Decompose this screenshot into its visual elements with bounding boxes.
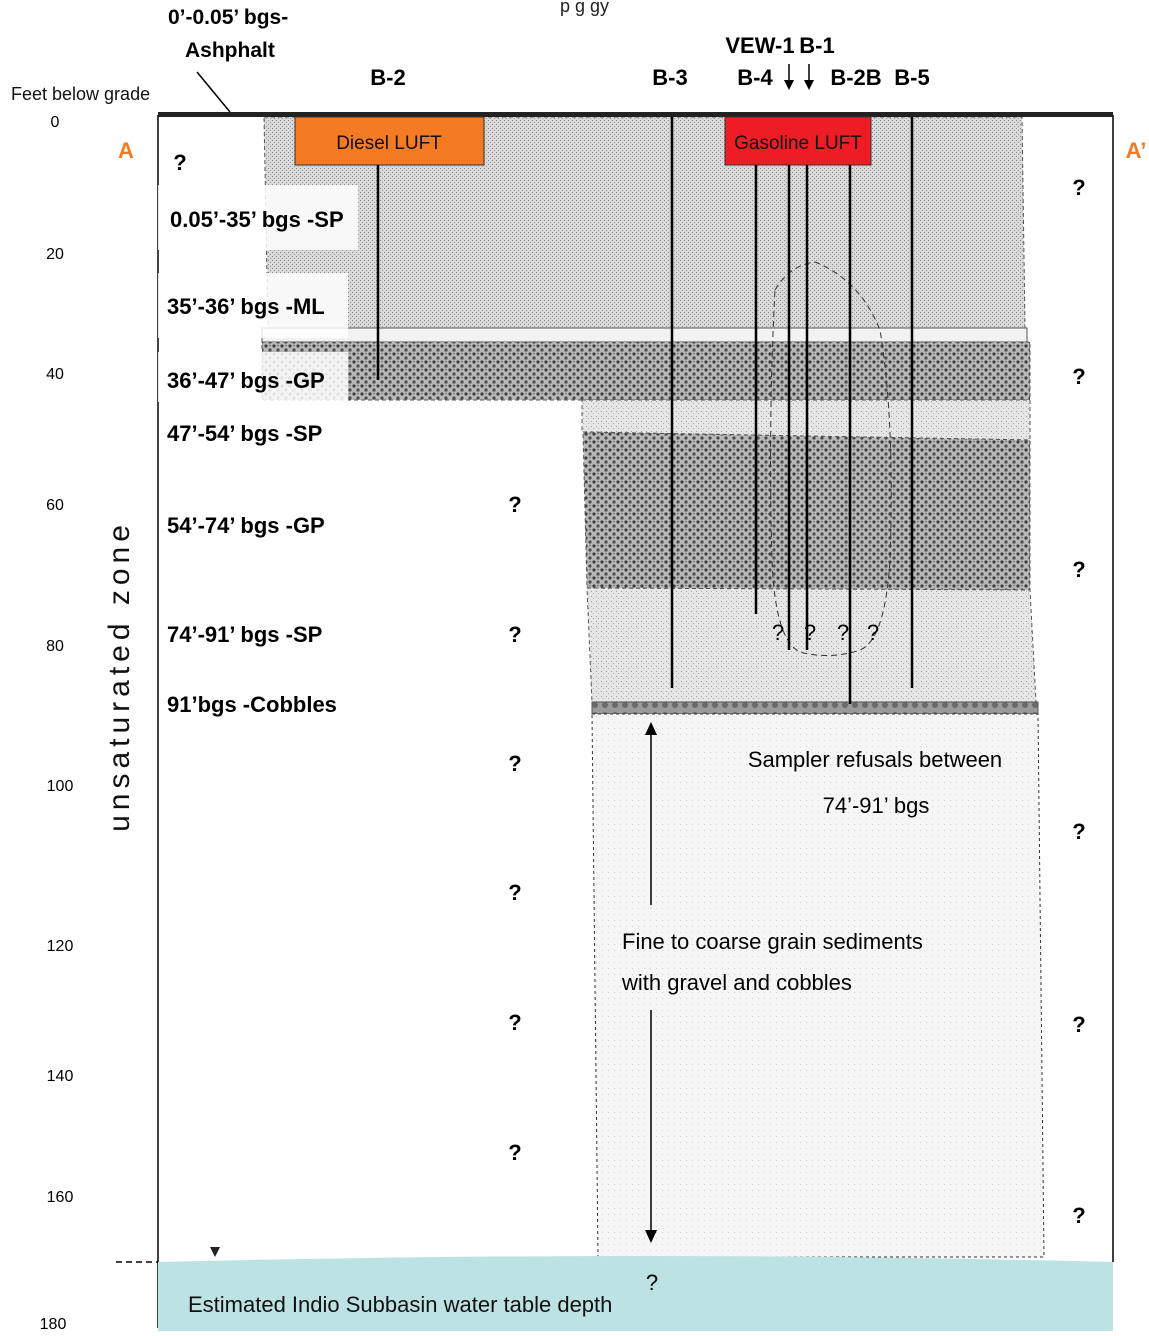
depth-tick-100: 100	[47, 778, 74, 795]
gasoline-luft-label: Gasoline LUFT	[734, 133, 862, 154]
layer-sp-lower	[586, 587, 1037, 703]
layer-label-cobbles: 91’bgs -Cobbles	[167, 692, 337, 717]
question-mark: ?	[804, 620, 816, 645]
layer-label-gp-upper: 36’-47’ bgs -GP	[167, 368, 325, 393]
question-mark: ?	[646, 1270, 658, 1295]
gasoline-luft-box	[724, 116, 872, 166]
depth-tick-60: 60	[46, 497, 64, 514]
water-table-label: Estimated Indio Subbasin water table dep…	[188, 1292, 612, 1317]
layer-label-bg	[158, 273, 348, 338]
layer-label-sp-upper: 0.05’-35’ bgs -SP	[170, 207, 344, 232]
question-mark: ?	[1072, 557, 1085, 582]
layer-label-ml: 35’-36’ bgs -ML	[167, 294, 325, 319]
refusal-note-line2: 74’-91’ bgs	[823, 793, 930, 818]
question-mark: ?	[1072, 1203, 1085, 1228]
question-mark: ?	[508, 880, 521, 905]
layer-label-gp-lower: 54’-74’ bgs -GP	[167, 513, 325, 538]
question-mark: ?	[508, 1010, 521, 1035]
question-mark: ?	[508, 622, 521, 647]
question-mark: ?	[508, 1140, 521, 1165]
ground-surface	[158, 112, 1113, 117]
question-mark: ?	[173, 150, 186, 175]
depth-tick-80: 80	[46, 638, 64, 655]
sediment-zone	[591, 713, 1045, 1258]
question-mark: ?	[837, 620, 849, 645]
unsaturated-zone-label: unsaturated zone	[103, 520, 136, 832]
partial-title: p g gy	[560, 0, 609, 16]
layer-label-bg	[158, 352, 348, 402]
layer-cobbles	[591, 701, 1039, 715]
asphalt-pointer	[196, 71, 231, 113]
depth-tick-180: 180	[40, 1316, 67, 1331]
depth-tick-160: 160	[47, 1189, 74, 1206]
water-table-icon	[210, 1247, 220, 1257]
depth-tick-20: 20	[46, 246, 64, 263]
plume-question-marks: ? ? ? ?	[772, 620, 879, 645]
layer-label-sp-lower: 74’-91’ bgs -SP	[167, 622, 322, 647]
question-mark: ?	[772, 620, 784, 645]
boring-label-b4: B-4	[737, 65, 773, 90]
boring-label-b2: B-2	[370, 65, 405, 90]
depth-tick-120: 120	[47, 938, 74, 955]
layer-label-bg	[158, 185, 358, 250]
depth-tick-0: 0	[51, 114, 60, 131]
question-mark: ?	[1072, 364, 1085, 389]
question-mark: ?	[508, 751, 521, 776]
depth-tick-140: 140	[47, 1068, 74, 1085]
layer-label-sp-middle: 47’-54’ bgs -SP	[167, 421, 322, 446]
water-table-zone	[158, 1256, 1113, 1331]
refusal-note-line1: Sampler refusals between	[748, 747, 1002, 772]
asphalt-label-line1: 0’-0.05’ bgs-	[168, 6, 288, 29]
question-marks: ? ? ? ? ? ? ? ? ? ? ? ? ?	[173, 150, 1085, 1228]
diesel-luft-label: Diesel LUFT	[336, 133, 442, 154]
boring-label-b1: B-1	[799, 33, 834, 58]
question-mark: ?	[1072, 1012, 1085, 1037]
question-mark: ?	[1072, 819, 1085, 844]
section-end-left: A	[118, 138, 134, 163]
down-arrow-icon	[804, 64, 814, 90]
feet-below-grade-label: Feet below grade	[11, 84, 150, 104]
sediment-note-line2: with gravel and cobbles	[621, 970, 852, 995]
question-mark: ?	[867, 620, 879, 645]
boring-label-vew1: VEW-1	[725, 33, 794, 58]
boring-label-b5: B-5	[894, 65, 929, 90]
section-end-right: A’	[1126, 138, 1147, 163]
sediment-note-line1: Fine to coarse grain sediments	[622, 929, 923, 954]
question-mark: ?	[508, 492, 521, 517]
plume-outline	[770, 261, 892, 656]
boring-label-b3: B-3	[652, 65, 687, 90]
question-mark: ?	[1072, 175, 1085, 200]
down-arrow-icon	[784, 64, 794, 90]
asphalt-label-line2: Ashphalt	[185, 39, 275, 62]
extent-arrow-down	[645, 1010, 657, 1243]
diesel-luft-box	[294, 116, 485, 166]
boring-label-b2b: B-2B	[830, 65, 881, 90]
extent-arrow-up	[645, 722, 657, 905]
depth-tick-40: 40	[46, 366, 64, 383]
